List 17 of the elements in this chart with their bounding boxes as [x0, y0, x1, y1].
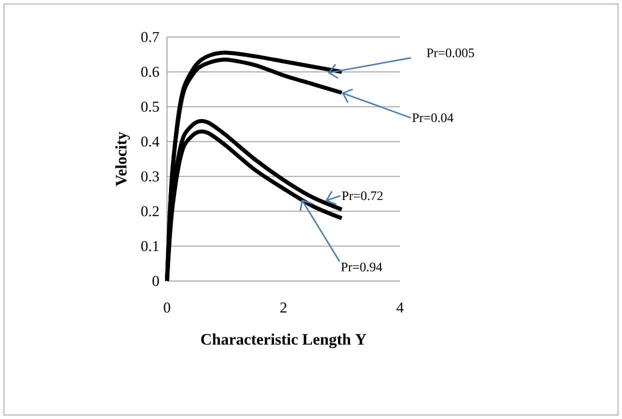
- y-tick-label: 0: [152, 276, 159, 286]
- annotation: Pr=0.04: [412, 113, 454, 122]
- y-tick-label: 0.7: [141, 32, 160, 42]
- annotation: Pr=0.005: [426, 48, 474, 58]
- y-tick-label: 0.2: [141, 206, 159, 216]
- annotation: Pr=0.94: [341, 262, 382, 272]
- annotation: Pr=0.72: [342, 191, 383, 200]
- y-tick-label: 0.3: [141, 171, 159, 182]
- y-axis-title: Velocity: [115, 132, 130, 186]
- y-tick-label: 0.5: [141, 102, 159, 112]
- x-tick-label: 2: [280, 302, 286, 312]
- y-tick-label: 0.1: [141, 241, 159, 252]
- y-tick-label: 0.4: [141, 136, 160, 147]
- y-tick-label: 0.6: [141, 66, 160, 77]
- x-tick-label: 0: [164, 302, 170, 313]
- x-tick-label: 4: [396, 302, 404, 312]
- x-axis-title: Characteristic Length Y: [201, 334, 366, 348]
